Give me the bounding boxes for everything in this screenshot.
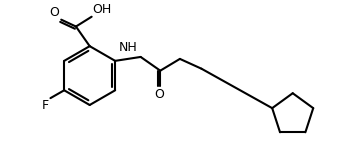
Text: OH: OH — [93, 3, 112, 16]
Text: F: F — [41, 99, 48, 112]
Text: O: O — [49, 6, 59, 19]
Text: O: O — [154, 88, 164, 101]
Text: NH: NH — [119, 41, 137, 54]
